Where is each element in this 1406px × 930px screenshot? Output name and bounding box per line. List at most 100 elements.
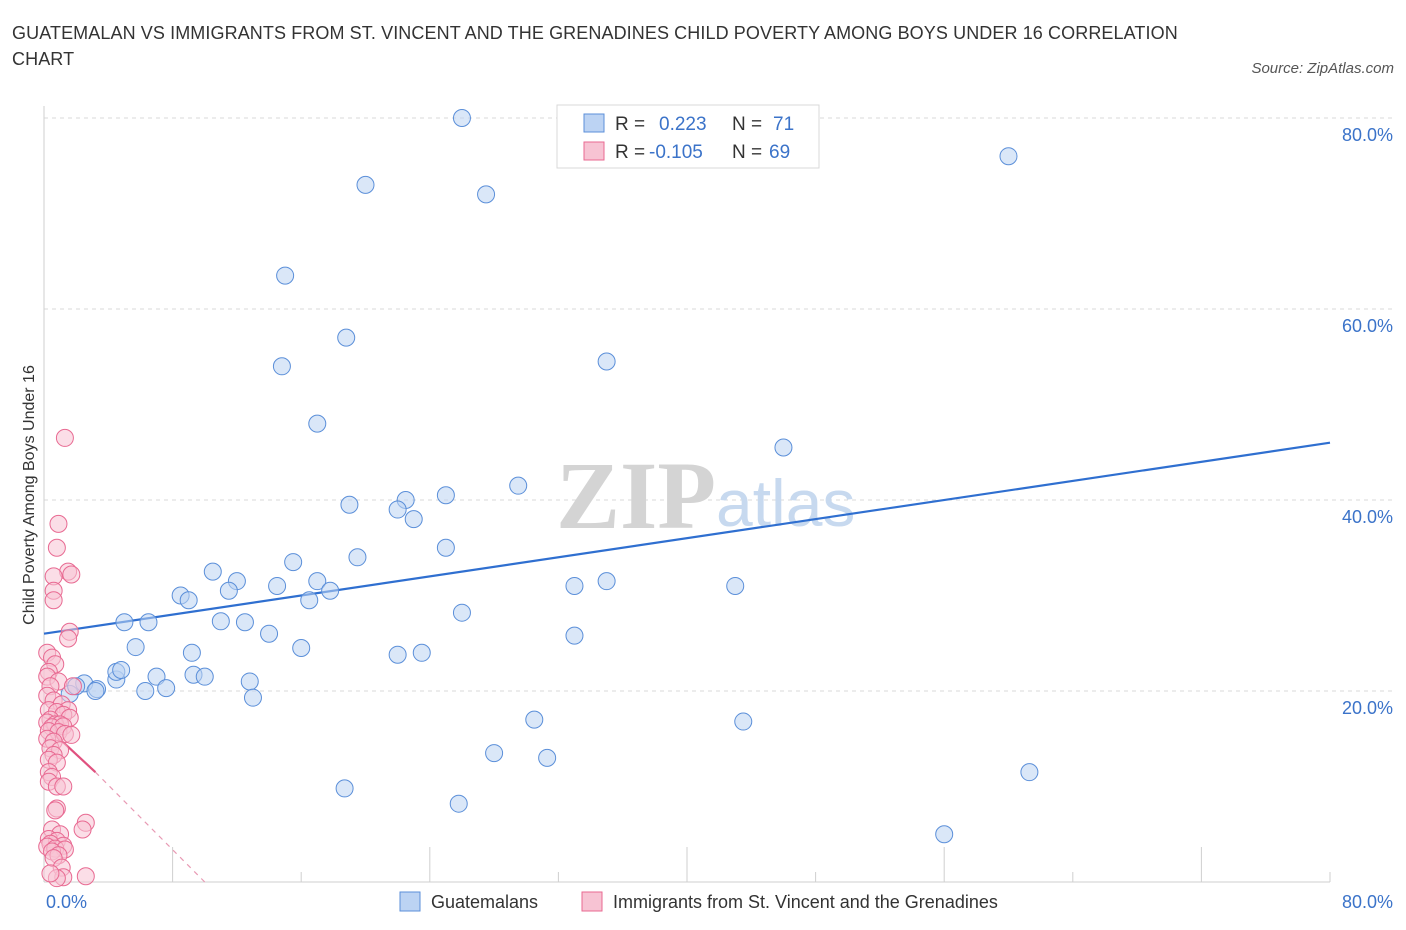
legend-n-value-1: 71 xyxy=(773,114,794,135)
point-st-vincent xyxy=(55,428,74,447)
watermark-zip: ZIP xyxy=(556,442,716,549)
point-guatemalans xyxy=(726,576,745,595)
point-guatemalans xyxy=(356,175,375,194)
point-st-vincent xyxy=(54,777,73,796)
y-tick-label: 60.0% xyxy=(1342,316,1393,336)
point-guatemalans xyxy=(272,357,291,376)
y-tick-label: 20.0% xyxy=(1342,698,1393,718)
point-guatemalans xyxy=(308,572,327,591)
correlation-legend: R = 0.223 N = 71 R = -0.105 N = 69 xyxy=(556,104,820,169)
source-credit: Source: ZipAtlas.com xyxy=(1251,60,1394,77)
point-st-vincent xyxy=(73,820,92,839)
point-guatemalans xyxy=(292,639,311,658)
legend-n-label-1: N = xyxy=(732,114,762,135)
point-guatemalans xyxy=(774,438,793,457)
point-st-vincent xyxy=(46,801,65,820)
trend-line-st-vincent-extension xyxy=(95,771,206,883)
point-guatemalans xyxy=(284,553,303,572)
y-axis-label: Child Poverty Among Boys Under 16 xyxy=(21,365,38,625)
point-guatemalans xyxy=(335,779,354,798)
legend-r-value-1: 0.223 xyxy=(659,114,707,135)
point-st-vincent xyxy=(49,514,68,533)
point-guatemalans xyxy=(115,613,134,632)
point-guatemalans xyxy=(436,538,455,557)
point-guatemalans xyxy=(565,626,584,645)
watermark-atlas: atlas xyxy=(716,466,855,540)
point-guatemalans xyxy=(260,624,279,643)
legend-r-label-1: R = xyxy=(615,114,645,135)
point-guatemalans xyxy=(276,266,295,285)
point-guatemalans xyxy=(388,500,407,519)
point-guatemalans xyxy=(195,667,214,686)
point-guatemalans xyxy=(452,603,471,622)
point-st-vincent xyxy=(59,629,78,648)
point-guatemalans xyxy=(412,643,431,662)
point-guatemalans xyxy=(182,643,201,662)
point-guatemalans xyxy=(321,581,340,600)
point-guatemalans xyxy=(404,510,423,529)
point-guatemalans xyxy=(999,147,1018,166)
point-guatemalans xyxy=(388,645,407,664)
point-guatemalans xyxy=(136,682,155,700)
point-guatemalans xyxy=(139,613,158,632)
point-guatemalans xyxy=(734,712,753,731)
point-guatemalans xyxy=(179,591,198,610)
watermark: ZIP atlas xyxy=(556,442,855,549)
legend-n-value-2: 69 xyxy=(769,142,790,163)
point-st-vincent xyxy=(62,725,81,744)
series-legend-swatch-pink xyxy=(581,891,603,912)
legend-r-label-2: R = xyxy=(615,142,645,163)
data-points xyxy=(38,109,1039,888)
point-guatemalans xyxy=(597,572,616,591)
point-guatemalans xyxy=(538,748,557,767)
point-guatemalans xyxy=(565,576,584,595)
point-guatemalans xyxy=(157,679,176,698)
series-legend-label-1: Guatemalans xyxy=(431,892,538,912)
point-guatemalans xyxy=(337,328,356,347)
point-st-vincent xyxy=(44,591,63,610)
legend-swatch-pink xyxy=(583,141,605,161)
point-guatemalans xyxy=(268,576,287,595)
point-guatemalans xyxy=(477,185,496,204)
point-st-vincent xyxy=(62,565,81,584)
point-guatemalans xyxy=(525,710,544,729)
point-guatemalans xyxy=(211,612,230,631)
point-guatemalans xyxy=(340,495,359,514)
y-tick-label: 80.0% xyxy=(1342,125,1393,145)
point-st-vincent xyxy=(47,538,66,557)
x-tick-label: 80.0% xyxy=(1342,892,1393,912)
x-tick-label: 0.0% xyxy=(46,892,87,912)
point-guatemalans xyxy=(112,660,131,679)
point-guatemalans xyxy=(219,581,238,600)
legend-swatch-blue xyxy=(583,113,605,133)
y-tick-label: 40.0% xyxy=(1342,507,1393,527)
point-guatemalans xyxy=(235,613,254,632)
point-guatemalans xyxy=(300,591,319,610)
point-guatemalans xyxy=(935,825,954,844)
point-guatemalans xyxy=(308,414,327,433)
point-guatemalans xyxy=(240,672,259,691)
point-st-vincent xyxy=(41,864,60,883)
point-st-vincent xyxy=(76,867,95,886)
series-legend-label-2: Immigrants from St. Vincent and the Gren… xyxy=(613,892,998,912)
point-guatemalans xyxy=(126,638,145,657)
point-guatemalans xyxy=(485,744,504,763)
legend-n-label-2: N = xyxy=(732,142,762,163)
point-guatemalans xyxy=(147,667,166,686)
point-guatemalans xyxy=(452,109,471,127)
point-guatemalans xyxy=(597,352,616,371)
point-st-vincent xyxy=(63,677,82,696)
point-guatemalans xyxy=(1020,763,1039,782)
legend-r-value-2: -0.105 xyxy=(649,142,703,163)
point-guatemalans xyxy=(243,688,262,707)
chart-title: GUATEMALAN VS IMMIGRANTS FROM ST. VINCEN… xyxy=(12,23,1178,69)
point-guatemalans xyxy=(348,548,367,567)
point-guatemalans xyxy=(449,794,468,813)
series-legend: Guatemalans Immigrants from St. Vincent … xyxy=(399,891,998,912)
grid-lines xyxy=(44,117,1392,692)
point-guatemalans xyxy=(436,486,455,505)
point-guatemalans xyxy=(203,562,222,581)
point-guatemalans xyxy=(86,682,105,700)
trend-line-guatemalans xyxy=(43,441,1331,635)
